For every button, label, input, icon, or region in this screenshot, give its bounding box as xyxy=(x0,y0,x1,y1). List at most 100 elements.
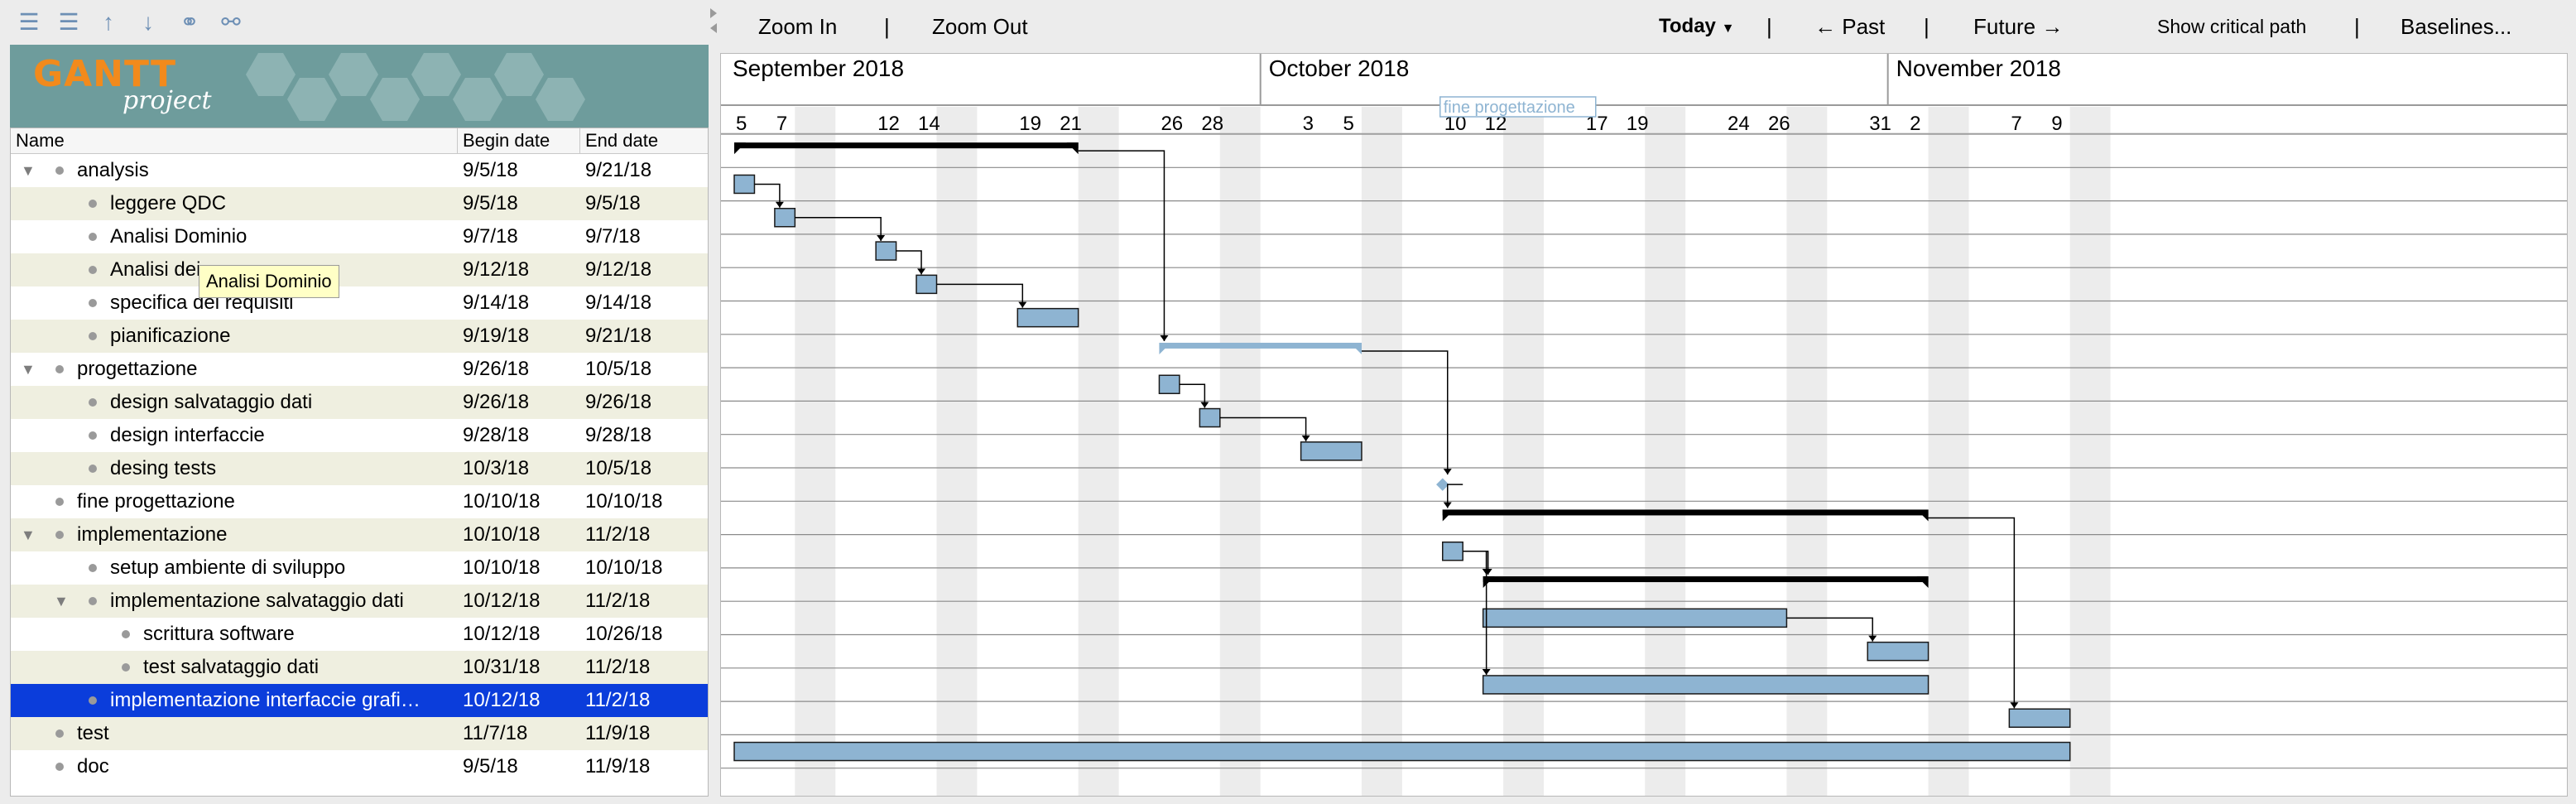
summary-bar[interactable] xyxy=(734,142,1079,149)
task-end-date[interactable]: 9/14/18 xyxy=(585,291,652,314)
move-down-icon[interactable]: ↓ xyxy=(142,9,154,35)
task-end-date[interactable]: 11/9/18 xyxy=(585,722,651,744)
task-name[interactable]: implementazione salvataggio dati xyxy=(110,590,404,612)
task-bar[interactable] xyxy=(1482,608,1788,628)
task-bar[interactable] xyxy=(1482,675,1930,695)
task-bar[interactable] xyxy=(1442,542,1463,561)
task-row[interactable]: pianificazione 9/19/18 9/21/18 xyxy=(11,320,708,353)
task-end-date[interactable]: 9/12/18 xyxy=(585,258,652,281)
link-icon[interactable]: ⚭ xyxy=(180,9,199,35)
task-row[interactable]: desing tests 10/3/18 10/5/18 xyxy=(11,452,708,485)
task-begin-date[interactable]: 10/12/18 xyxy=(463,590,541,612)
task-row[interactable]: ▼ progettazione 9/26/18 10/5/18 xyxy=(11,353,708,386)
task-bar[interactable] xyxy=(774,208,796,228)
task-name[interactable]: implementazione interfaccie grafi… xyxy=(110,689,421,711)
task-name[interactable]: implementazione xyxy=(77,523,228,546)
task-name[interactable]: design salvataggio dati xyxy=(110,391,313,413)
expand-toggle-icon[interactable]: ▼ xyxy=(21,527,36,543)
unindent-icon[interactable]: ☰ xyxy=(18,9,40,35)
task-row[interactable]: implementazione interfaccie grafi… 10/12/… xyxy=(11,684,708,717)
task-end-date[interactable]: 11/2/18 xyxy=(585,590,651,612)
task-row[interactable]: Analisi dei 9/12/18 9/12/18 xyxy=(11,253,708,286)
column-end-header[interactable]: End date xyxy=(585,130,659,151)
zoom-in-button[interactable]: Zoom In xyxy=(758,14,838,39)
milestone-diamond[interactable] xyxy=(1436,478,1449,491)
task-row[interactable]: ▼ analysis 9/5/18 9/21/18 xyxy=(11,154,708,187)
task-end-date[interactable]: 9/28/18 xyxy=(585,424,652,446)
task-begin-date[interactable]: 11/7/18 xyxy=(463,722,528,744)
task-name[interactable]: fine progettazione xyxy=(77,490,235,513)
task-bar[interactable] xyxy=(1158,374,1180,394)
task-begin-date[interactable]: 10/10/18 xyxy=(463,523,541,546)
task-row[interactable]: design interfaccie 9/28/18 9/28/18 xyxy=(11,419,708,452)
task-row[interactable]: ▼ implementazione 10/10/18 11/2/18 xyxy=(11,518,708,551)
task-bar[interactable] xyxy=(875,241,897,261)
summary-bar[interactable] xyxy=(1442,509,1929,516)
task-end-date[interactable]: 9/21/18 xyxy=(585,325,652,347)
task-bar[interactable] xyxy=(733,741,2071,762)
task-begin-date[interactable]: 9/26/18 xyxy=(463,391,530,413)
task-begin-date[interactable]: 9/28/18 xyxy=(463,424,530,446)
gantt-chart[interactable]: September 2018 October 2018 November 2018 5… xyxy=(720,53,2568,797)
task-row[interactable]: test 11/7/18 11/9/18 xyxy=(11,717,708,750)
task-end-date[interactable]: 11/2/18 xyxy=(585,689,651,711)
task-row[interactable]: doc 9/5/18 11/9/18 xyxy=(11,750,708,783)
task-end-date[interactable]: 10/10/18 xyxy=(585,556,663,579)
task-row[interactable]: design salvataggio dati 9/26/18 9/26/18 xyxy=(11,386,708,419)
task-end-date[interactable]: 11/2/18 xyxy=(585,656,651,678)
task-bar[interactable] xyxy=(1300,441,1362,461)
task-end-date[interactable]: 10/10/18 xyxy=(585,490,663,513)
task-begin-date[interactable]: 9/26/18 xyxy=(463,358,530,380)
task-begin-date[interactable]: 9/19/18 xyxy=(463,325,530,347)
task-begin-date[interactable]: 9/5/18 xyxy=(463,192,518,214)
task-begin-date[interactable]: 10/3/18 xyxy=(463,457,530,479)
task-begin-date[interactable]: 10/12/18 xyxy=(463,623,541,645)
task-end-date[interactable]: 11/2/18 xyxy=(585,523,651,546)
task-end-date[interactable]: 11/9/18 xyxy=(585,755,651,778)
task-end-date[interactable]: 9/26/18 xyxy=(585,391,652,413)
task-begin-date[interactable]: 9/5/18 xyxy=(463,755,518,778)
expand-arrow-icon[interactable] xyxy=(710,23,717,33)
task-row[interactable]: ▼ implementazione salvataggio dati 10/12/1… xyxy=(11,585,708,618)
unlink-icon[interactable]: ⚯ xyxy=(221,9,241,35)
expand-toggle-icon[interactable]: ▼ xyxy=(54,593,69,609)
task-name[interactable]: scrittura software xyxy=(143,623,295,645)
task-bar[interactable] xyxy=(1867,641,1930,662)
task-begin-date[interactable]: 9/7/18 xyxy=(463,225,518,248)
task-name[interactable]: doc xyxy=(77,755,109,778)
task-name[interactable]: analysis xyxy=(77,159,149,181)
task-row[interactable]: fine progettazione 10/10/18 10/10/18 xyxy=(11,485,708,518)
task-end-date[interactable]: 9/5/18 xyxy=(585,192,641,214)
task-name[interactable]: test salvataggio dati xyxy=(143,656,320,678)
task-bar[interactable] xyxy=(1199,407,1221,428)
task-name[interactable]: pianificazione xyxy=(110,325,231,347)
task-begin-date[interactable]: 9/14/18 xyxy=(463,291,530,314)
task-name[interactable]: Analisi Dominio xyxy=(110,225,248,248)
task-begin-date[interactable]: 9/12/18 xyxy=(463,258,530,281)
panel-splitter[interactable] xyxy=(709,0,718,800)
task-name[interactable]: progettazione xyxy=(77,358,198,380)
expand-toggle-icon[interactable]: ▼ xyxy=(21,162,36,179)
task-name[interactable]: design interfaccie xyxy=(110,424,265,446)
task-begin-date[interactable]: 9/5/18 xyxy=(463,159,518,181)
task-row[interactable]: leggere QDC 9/5/18 9/5/18 xyxy=(11,187,708,220)
task-bar[interactable] xyxy=(2008,708,2071,728)
expand-toggle-icon[interactable]: ▼ xyxy=(21,361,36,378)
gantt-canvas[interactable]: September 2018 October 2018 November 2018 5… xyxy=(721,54,2568,797)
task-begin-date[interactable]: 10/10/18 xyxy=(463,556,541,579)
move-up-icon[interactable]: ↑ xyxy=(103,9,114,35)
task-end-date[interactable]: 10/26/18 xyxy=(585,623,663,645)
task-name[interactable]: desing tests xyxy=(110,457,217,479)
summary-bar[interactable] xyxy=(1483,576,1929,583)
collapse-arrow-icon[interactable] xyxy=(710,8,717,18)
task-row[interactable]: scrittura software 10/12/18 10/26/18 xyxy=(11,618,708,651)
today-button[interactable]: Today ▼ xyxy=(1659,12,1734,41)
task-row[interactable]: Analisi Dominio 9/7/18 9/7/18 xyxy=(11,220,708,253)
critical-path-button[interactable]: Show critical path xyxy=(2157,16,2307,37)
task-bar[interactable] xyxy=(1016,307,1079,328)
column-begin-header[interactable]: Begin date xyxy=(458,128,580,153)
task-name[interactable]: leggere QDC xyxy=(110,192,227,214)
past-button[interactable]: ← Past xyxy=(1814,14,1886,39)
baselines-button[interactable]: Baselines... xyxy=(2401,14,2512,39)
task-end-date[interactable]: 9/7/18 xyxy=(585,225,641,248)
